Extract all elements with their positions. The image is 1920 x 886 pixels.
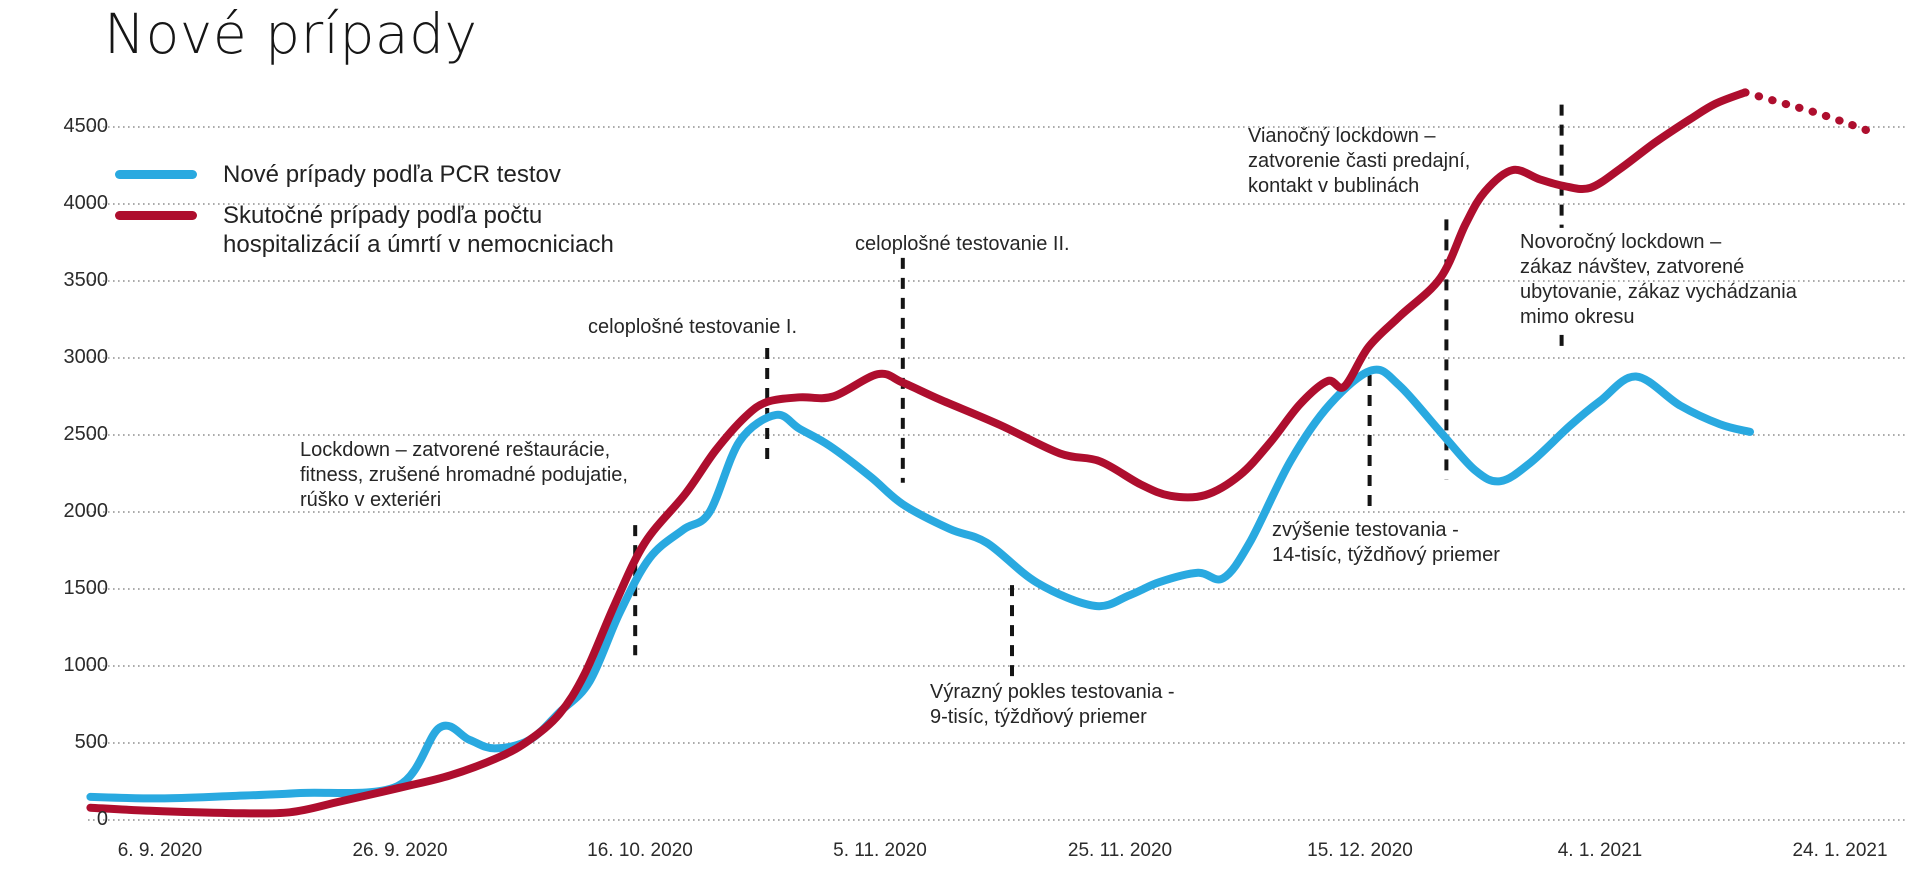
series-line-pcr — [86, 365, 1754, 803]
series-line-actual-projection — [1741, 88, 1879, 138]
series-line-actual — [86, 88, 1750, 818]
